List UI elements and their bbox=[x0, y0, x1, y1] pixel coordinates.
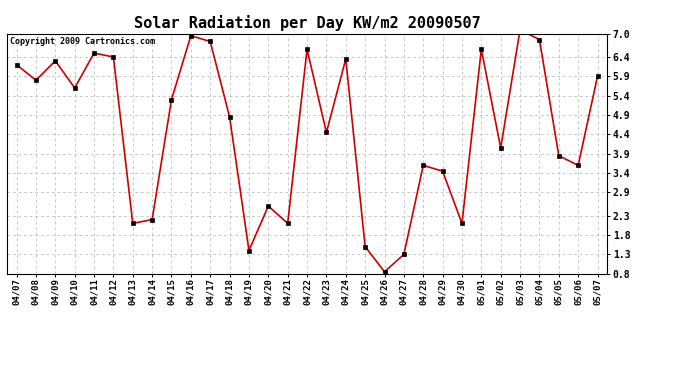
Title: Solar Radiation per Day KW/m2 20090507: Solar Radiation per Day KW/m2 20090507 bbox=[134, 15, 480, 31]
Text: Copyright 2009 Cartronics.com: Copyright 2009 Cartronics.com bbox=[10, 38, 155, 46]
